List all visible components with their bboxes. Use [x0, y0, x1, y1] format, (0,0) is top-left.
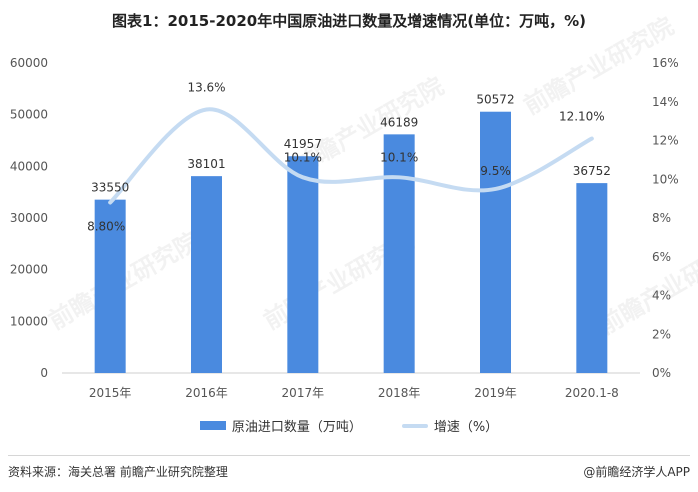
bar: [287, 156, 319, 373]
line-value-label: 13.6%: [187, 81, 225, 95]
footer-divider: [8, 455, 690, 456]
credit-note: @前瞻经济学人APP: [583, 465, 690, 479]
bar-value-label: 41957: [284, 137, 322, 151]
y-right-axis: 0% 2% 4% 6% 8% 10% 12% 14% 16%: [652, 56, 679, 380]
bar: [94, 199, 126, 373]
x-axis-ticks: 2015年 2016年 2017年 2018年 2019年 2020.1-8: [89, 386, 619, 400]
legend-swatch-bar: [199, 421, 226, 430]
line-value-label: 12.10%: [559, 110, 605, 124]
y-left-tick-label: 50000: [10, 108, 48, 122]
legend-item-bar: 原油进口数量（万吨）: [199, 416, 362, 435]
bar-data-labels: 33550 38101 41957 46189 50572 36752: [91, 93, 611, 195]
line-value-label: 8.80%: [87, 220, 125, 234]
y-right-tick-label: 0%: [652, 366, 671, 380]
source-note: 资料来源：海关总署 前瞻产业研究院整理: [8, 465, 228, 479]
y-left-tick-label: 40000: [10, 159, 48, 173]
bar-value-label: 46189: [380, 115, 418, 129]
y-left-tick-label: 20000: [10, 263, 48, 277]
y-right-tick-label: 2%: [652, 327, 671, 341]
bar: [576, 183, 608, 373]
chart-title: 图表1：2015-2020年中国原油进口数量及增速情况(单位：万吨，%): [112, 12, 586, 30]
y-right-tick-label: 12%: [652, 134, 679, 148]
legend-item-line: 增速（%）: [401, 416, 499, 435]
bar-value-label: 36752: [573, 164, 611, 178]
y-left-tick-label: 10000: [10, 314, 48, 328]
line-series: [108, 107, 594, 205]
y-left-tick-label: 60000: [10, 56, 48, 70]
line-value-label: 10.1%: [284, 150, 322, 164]
y-right-tick-label: 14%: [652, 95, 679, 109]
line-data-labels: 8.80% 13.6% 10.1% 10.1% 9.5% 12.10%: [87, 81, 605, 234]
x-tick-label: 2015年: [89, 386, 132, 400]
y-right-tick-label: 4%: [652, 289, 671, 303]
x-tick-label: 2020.1-8: [565, 386, 619, 400]
legend: 原油进口数量（万吨） 增速（%）: [0, 416, 698, 435]
bar: [191, 176, 222, 373]
x-tick-label: 2018年: [378, 386, 421, 400]
bar-series: [94, 111, 608, 373]
watermark-text: 前瞻产业研究院: [594, 232, 698, 340]
bar-value-label: 50572: [476, 93, 514, 107]
y-right-tick-label: 10%: [652, 172, 679, 186]
bar-value-label: 38101: [187, 157, 225, 171]
y-right-tick-label: 16%: [652, 56, 679, 70]
x-tick-label: 2016年: [185, 386, 228, 400]
y-left-axis: 0 10000 20000 30000 40000 50000 60000: [10, 56, 48, 380]
bar: [383, 134, 415, 373]
line-value-label: 9.5%: [480, 164, 511, 178]
y-left-tick-label: 30000: [10, 211, 48, 225]
y-left-tick-label: 0: [40, 366, 48, 380]
x-tick-label: 2017年: [282, 386, 325, 400]
x-tick-label: 2019年: [474, 386, 517, 400]
legend-label-line: 增速（%）: [433, 420, 499, 435]
growth-line: [108, 107, 594, 205]
legend-swatch-line: [401, 423, 428, 428]
y-right-tick-label: 6%: [652, 250, 671, 264]
legend-label-bar: 原油进口数量（万吨）: [231, 420, 362, 435]
bar-value-label: 33550: [91, 181, 129, 195]
bar: [480, 111, 511, 373]
y-right-tick-label: 8%: [652, 211, 671, 225]
line-value-label: 10.1%: [380, 150, 418, 164]
